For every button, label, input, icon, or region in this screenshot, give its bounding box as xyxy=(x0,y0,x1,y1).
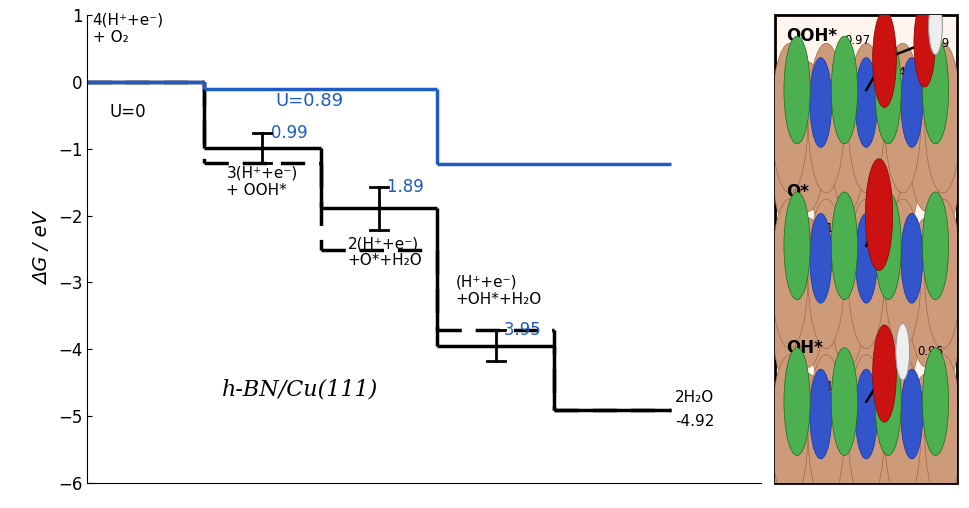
Ellipse shape xyxy=(901,57,922,147)
Ellipse shape xyxy=(865,159,892,271)
Ellipse shape xyxy=(771,355,808,504)
Ellipse shape xyxy=(829,218,866,367)
Text: U=0: U=0 xyxy=(109,103,146,121)
Ellipse shape xyxy=(870,62,906,211)
Ellipse shape xyxy=(870,218,906,367)
Ellipse shape xyxy=(829,62,866,211)
Ellipse shape xyxy=(895,323,910,380)
Ellipse shape xyxy=(808,236,844,386)
Text: 1.49: 1.49 xyxy=(889,67,915,79)
Ellipse shape xyxy=(870,373,906,508)
Ellipse shape xyxy=(914,0,935,87)
Ellipse shape xyxy=(848,43,885,193)
Ellipse shape xyxy=(922,348,949,456)
Ellipse shape xyxy=(771,236,808,386)
Ellipse shape xyxy=(831,348,858,456)
Ellipse shape xyxy=(885,43,921,193)
Ellipse shape xyxy=(856,369,877,459)
Ellipse shape xyxy=(831,192,858,300)
Ellipse shape xyxy=(808,392,844,508)
Ellipse shape xyxy=(808,43,844,193)
Ellipse shape xyxy=(831,36,858,144)
Ellipse shape xyxy=(848,199,885,348)
Text: 2H₂O: 2H₂O xyxy=(675,390,714,405)
Ellipse shape xyxy=(928,0,943,54)
Ellipse shape xyxy=(924,81,961,230)
Ellipse shape xyxy=(771,43,808,193)
Ellipse shape xyxy=(808,199,844,348)
Text: U=0.89: U=0.89 xyxy=(276,92,344,110)
Ellipse shape xyxy=(771,392,808,508)
Ellipse shape xyxy=(885,355,921,504)
Ellipse shape xyxy=(829,373,866,508)
Ellipse shape xyxy=(885,199,921,348)
Ellipse shape xyxy=(790,62,827,211)
Ellipse shape xyxy=(790,218,827,367)
Ellipse shape xyxy=(885,81,921,230)
Ellipse shape xyxy=(875,348,901,456)
Ellipse shape xyxy=(848,355,885,504)
Ellipse shape xyxy=(808,81,844,230)
Text: 1.49: 1.49 xyxy=(923,37,950,50)
Ellipse shape xyxy=(924,355,961,504)
Ellipse shape xyxy=(924,43,961,193)
Ellipse shape xyxy=(810,369,831,459)
Ellipse shape xyxy=(784,36,810,144)
Ellipse shape xyxy=(901,369,922,459)
Ellipse shape xyxy=(848,81,885,230)
Text: -3.95: -3.95 xyxy=(498,322,542,339)
Ellipse shape xyxy=(810,57,831,147)
Ellipse shape xyxy=(885,392,921,508)
Ellipse shape xyxy=(924,199,961,348)
Text: O*: O* xyxy=(786,182,809,201)
Ellipse shape xyxy=(771,199,808,348)
Ellipse shape xyxy=(784,192,810,300)
Ellipse shape xyxy=(924,236,961,386)
Ellipse shape xyxy=(901,213,922,303)
Ellipse shape xyxy=(873,325,896,422)
Ellipse shape xyxy=(875,192,901,300)
Text: -0.99: -0.99 xyxy=(265,124,307,142)
Bar xyxy=(775,327,957,483)
Text: 2(H⁺+e⁻)
+O*+H₂O: 2(H⁺+e⁻) +O*+H₂O xyxy=(348,236,422,268)
Ellipse shape xyxy=(808,355,844,504)
Text: 1.46: 1.46 xyxy=(826,379,852,393)
Ellipse shape xyxy=(873,10,896,108)
Ellipse shape xyxy=(790,373,827,508)
Ellipse shape xyxy=(784,348,810,456)
Ellipse shape xyxy=(924,392,961,508)
Text: (H⁺+e⁻)
+OH*+H₂O: (H⁺+e⁻) +OH*+H₂O xyxy=(455,274,542,306)
Ellipse shape xyxy=(856,57,877,147)
Ellipse shape xyxy=(848,392,885,508)
Ellipse shape xyxy=(885,236,921,386)
Ellipse shape xyxy=(771,81,808,230)
Text: 3(H⁺+e⁻)
+ OOH*: 3(H⁺+e⁻) + OOH* xyxy=(227,166,297,198)
Ellipse shape xyxy=(922,192,949,300)
Ellipse shape xyxy=(848,236,885,386)
Ellipse shape xyxy=(810,213,831,303)
Bar xyxy=(775,15,957,171)
Ellipse shape xyxy=(908,218,945,367)
Ellipse shape xyxy=(856,213,877,303)
Text: OH*: OH* xyxy=(786,339,823,357)
Y-axis label: ΔG / eV: ΔG / eV xyxy=(33,212,52,285)
Ellipse shape xyxy=(875,36,901,144)
Ellipse shape xyxy=(908,373,945,508)
Text: 0.96: 0.96 xyxy=(918,345,944,358)
Text: h-BN/Cu(111): h-BN/Cu(111) xyxy=(222,378,378,400)
Text: -1.89: -1.89 xyxy=(382,178,424,197)
Ellipse shape xyxy=(922,36,949,144)
Text: 0.97: 0.97 xyxy=(844,34,870,47)
Ellipse shape xyxy=(908,62,945,211)
Text: OOH*: OOH* xyxy=(786,27,837,45)
Text: 4(H⁺+e⁻)
+ O₂: 4(H⁺+e⁻) + O₂ xyxy=(93,12,164,45)
Text: -4.92: -4.92 xyxy=(675,414,715,429)
Bar xyxy=(775,171,957,327)
Text: 1.34: 1.34 xyxy=(826,222,852,235)
